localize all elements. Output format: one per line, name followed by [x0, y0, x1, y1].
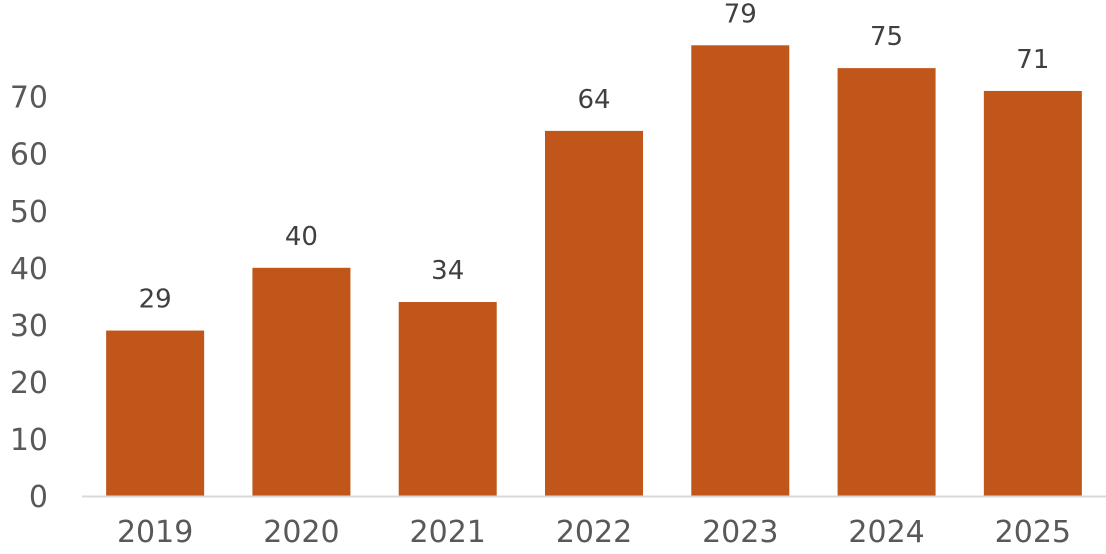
x-tick-label-2021: 2021	[410, 515, 486, 550]
y-tick-label: 10	[10, 423, 48, 458]
bar-2022	[545, 130, 643, 496]
bar-2019	[106, 330, 205, 496]
bar-2020	[252, 267, 351, 496]
data-label-2022: 64	[577, 85, 610, 115]
y-tick-label: 50	[10, 195, 48, 230]
y-tick-label: 60	[10, 138, 48, 173]
data-label-2023: 79	[724, 0, 757, 29]
x-tick-label-2025: 2025	[995, 515, 1071, 550]
x-tick-label-2020: 2020	[263, 515, 339, 550]
data-label-2025: 71	[1016, 45, 1049, 75]
data-label-2024: 75	[870, 22, 903, 52]
y-tick-label: 0	[29, 480, 48, 515]
bar-2023	[691, 45, 790, 497]
x-axis-ticks: 2019 2020 2021 2022 2023 2024 2025	[117, 515, 1071, 550]
bar-2024	[837, 68, 936, 496]
bar-2025	[983, 90, 1082, 496]
data-labels: 29 40 34 64 79 75 71	[139, 0, 1050, 315]
y-tick-label: 20	[10, 366, 48, 401]
x-tick-label-2019: 2019	[117, 515, 193, 550]
bar-2021	[398, 302, 497, 496]
x-tick-label-2022: 2022	[556, 515, 632, 550]
data-label-2021: 34	[431, 256, 464, 286]
y-axis-ticks: 0 10 20 30 40 50 60 70	[10, 81, 48, 515]
bars	[106, 45, 1082, 497]
data-label-2020: 40	[285, 222, 318, 252]
y-tick-label: 30	[10, 309, 48, 344]
x-tick-label-2023: 2023	[702, 515, 778, 550]
y-tick-label: 40	[10, 252, 48, 287]
data-label-2019: 29	[139, 285, 172, 315]
y-tick-label: 70	[10, 81, 48, 116]
x-tick-label-2024: 2024	[848, 515, 924, 550]
